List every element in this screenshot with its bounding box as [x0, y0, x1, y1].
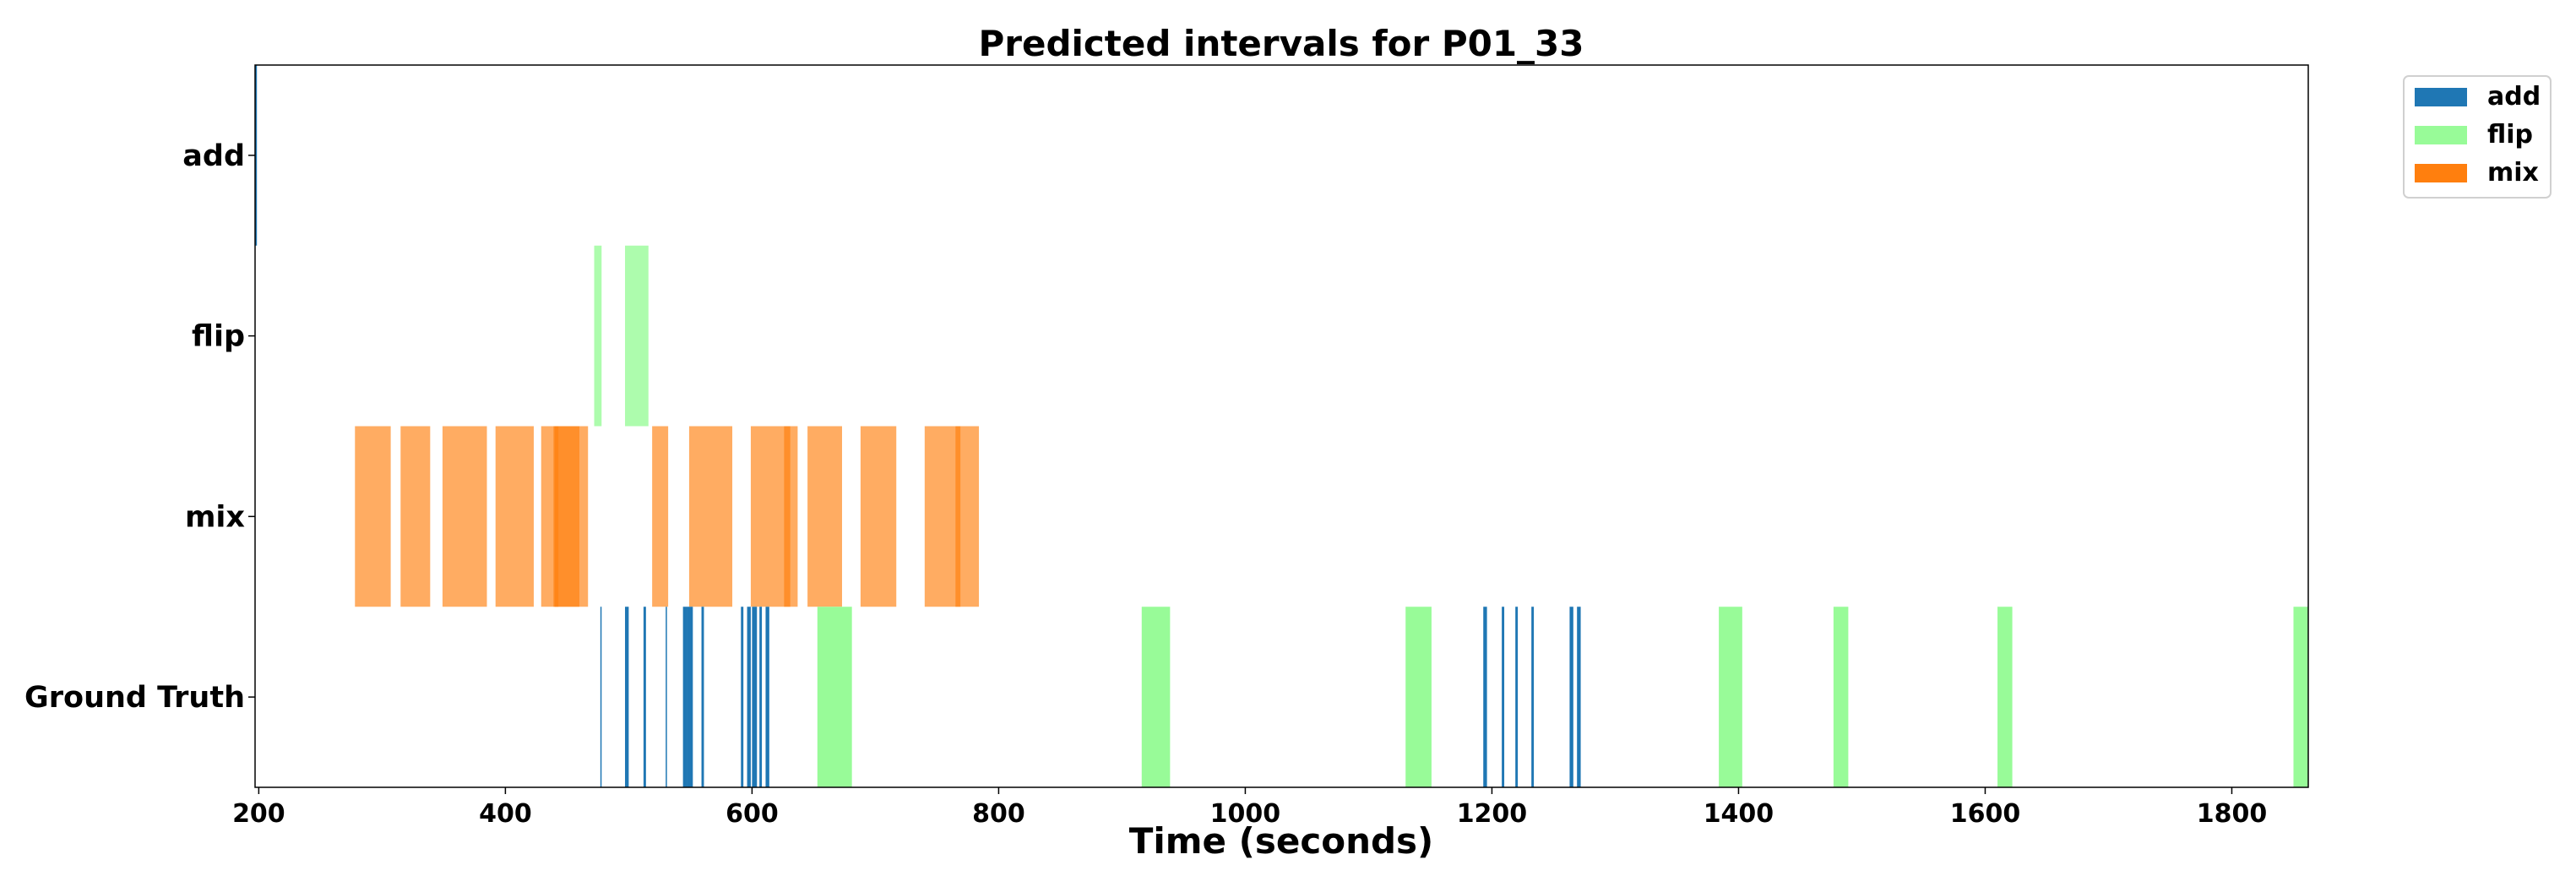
y-tick-label: mix — [185, 500, 245, 534]
interval-bar-mix — [688, 426, 733, 607]
interval-bar-add — [643, 607, 646, 787]
y-tick-label: Ground Truth — [24, 681, 245, 715]
legend-label-flip: flip — [2487, 120, 2533, 150]
interval-bar-mix — [652, 426, 669, 607]
interval-bar-mix — [495, 426, 534, 607]
interval-bar-mix — [860, 426, 897, 607]
interval-bar-add — [666, 607, 667, 787]
interval-bar-add — [759, 607, 763, 787]
interval-bar-mix — [955, 426, 980, 607]
interval-bars — [255, 65, 2308, 787]
plot-area-frame — [254, 64, 2309, 788]
interval-bar-add — [752, 607, 758, 787]
interval-bar-add — [747, 607, 751, 787]
x-tick-label: 1600 — [1950, 799, 2021, 829]
interval-bar-add — [765, 607, 769, 787]
legend-swatch-flip — [2415, 126, 2467, 144]
chart-title: Predicted intervals for P01_33 — [978, 23, 1584, 64]
interval-bar-flip — [1833, 607, 1849, 787]
y-tick-label: flip — [192, 320, 245, 354]
interval-bar-add — [741, 607, 744, 787]
interval-bar-add — [1569, 607, 1573, 787]
interval-bar-mix — [355, 426, 391, 607]
interval-bar-add — [682, 607, 687, 787]
x-tick-label: 200 — [232, 799, 285, 829]
interval-bar-mix — [784, 426, 798, 607]
x-tick-label: 600 — [726, 799, 779, 829]
legend-label-add: add — [2487, 82, 2541, 112]
x-axis-label: Time (seconds) — [1129, 820, 1434, 862]
legend-swatch-mix — [2415, 164, 2467, 182]
interval-bar-add — [1515, 607, 1519, 787]
interval-bar-flip — [1405, 607, 1432, 787]
interval-bar-add — [1483, 607, 1487, 787]
interval-bar-add — [687, 607, 693, 787]
interval-bar-flip — [1141, 607, 1171, 787]
interval-bar-mix — [400, 426, 431, 607]
x-tick-label: 1400 — [1704, 799, 1774, 829]
legend: add flip mix — [2403, 75, 2552, 199]
interval-bar-mix — [442, 426, 487, 607]
interval-bar-mix — [924, 426, 961, 607]
x-tick-label: 1800 — [2197, 799, 2268, 829]
interval-bar-flip — [625, 245, 649, 427]
x-tick-label: 1200 — [1457, 799, 1528, 829]
interval-bar-mix — [807, 426, 842, 607]
interval-bar-add — [1577, 607, 1581, 787]
interval-bar-flip — [594, 245, 602, 427]
x-tick-label: 800 — [972, 799, 1025, 829]
x-axis: 200 400 600 800 1000 1200 1400 1600 1800 — [232, 787, 2267, 829]
interval-bar-add — [1531, 607, 1535, 787]
interval-bar-flip — [1719, 607, 1742, 787]
interval-bar-add — [600, 607, 602, 787]
legend-label-mix: mix — [2487, 158, 2539, 188]
interval-bar-add — [1502, 607, 1505, 787]
interval-bar-add — [625, 607, 629, 787]
interval-bar-flip — [1997, 607, 2013, 787]
x-tick-label: 400 — [479, 799, 532, 829]
x-tick-label: 1000 — [1210, 799, 1281, 829]
interval-bar-flip — [2293, 607, 2308, 787]
interval-bar-mix — [750, 426, 791, 607]
y-axis: add flip mix Ground Truth — [24, 139, 255, 715]
interval-bar-add — [255, 65, 258, 246]
y-tick-label: add — [182, 139, 245, 173]
interval-bar-flip — [817, 607, 852, 787]
interval-bar-mix — [554, 426, 589, 607]
legend-swatch-add — [2415, 88, 2467, 106]
interval-bar-add — [701, 607, 704, 787]
